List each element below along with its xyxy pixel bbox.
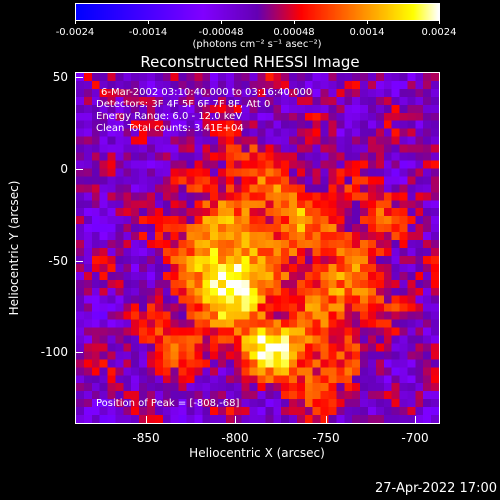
x-tick-label: -750	[312, 431, 340, 445]
timestamp: 27-Apr-2022 17:00	[375, 481, 497, 496]
colorbar-tick	[221, 20, 222, 24]
colorbar-label: -0.00048	[198, 27, 244, 38]
y-tickmark	[75, 77, 83, 78]
colorbar-label: 0.0014	[349, 27, 385, 38]
x-axis-label: Heliocentric X (arcsec)	[189, 446, 325, 460]
y-tickmark	[75, 352, 83, 353]
colorbar-tick	[75, 20, 76, 24]
x-tick-label: -700	[401, 431, 429, 445]
y-tick-label: -50	[48, 254, 68, 268]
colorbar-label: -0.0014	[128, 27, 168, 38]
annotation-peak: Position of Peak = [-808,-68]	[96, 398, 240, 409]
y-tickmark	[75, 169, 83, 170]
x-tickmark	[415, 416, 416, 424]
colorbar-label: -0.0024	[55, 27, 95, 38]
y-tickmark	[75, 261, 83, 262]
colorbar	[75, 3, 440, 21]
annotation-time-range: 6-Mar-2002 03:10:40.000 to 03:16:40.000	[101, 87, 313, 98]
plot-title: Reconstructed RHESSI Image	[140, 53, 360, 71]
y-tick-label: -100	[40, 345, 68, 359]
colorbar-label: 0.00048	[273, 27, 315, 38]
x-tick-label: -850	[132, 431, 160, 445]
y-tick-label: 0	[60, 162, 68, 176]
annotation-energy: Energy Range: 6.0 - 12.0 keV	[96, 111, 243, 122]
x-tickmark	[326, 416, 327, 424]
annotation-detectors: Detectors: 3F 4F 5F 6F 7F 8F, Att 0	[96, 99, 271, 110]
annotation-clean: Clean Total counts: 3.41E+04	[96, 123, 244, 134]
y-axis-label: Heliocentric Y (arcsec)	[7, 180, 21, 316]
colorbar-tick	[148, 20, 149, 24]
x-tickmark	[146, 416, 147, 424]
y-tick-label: 50	[52, 70, 68, 84]
heatmap-image	[76, 73, 439, 423]
colorbar-tick	[367, 20, 368, 24]
x-tickmark	[235, 416, 236, 424]
x-tick-label: -800	[221, 431, 249, 445]
colorbar-label: 0.0024	[421, 27, 457, 38]
colorbar-tick	[294, 20, 295, 24]
colorbar-tick	[439, 20, 440, 24]
plot-area: 6-Mar-2002 03:10:40.000 to 03:16:40.000 …	[75, 72, 440, 424]
colorbar-unit: (photons cm⁻² s⁻¹ asec⁻²)	[192, 39, 322, 50]
